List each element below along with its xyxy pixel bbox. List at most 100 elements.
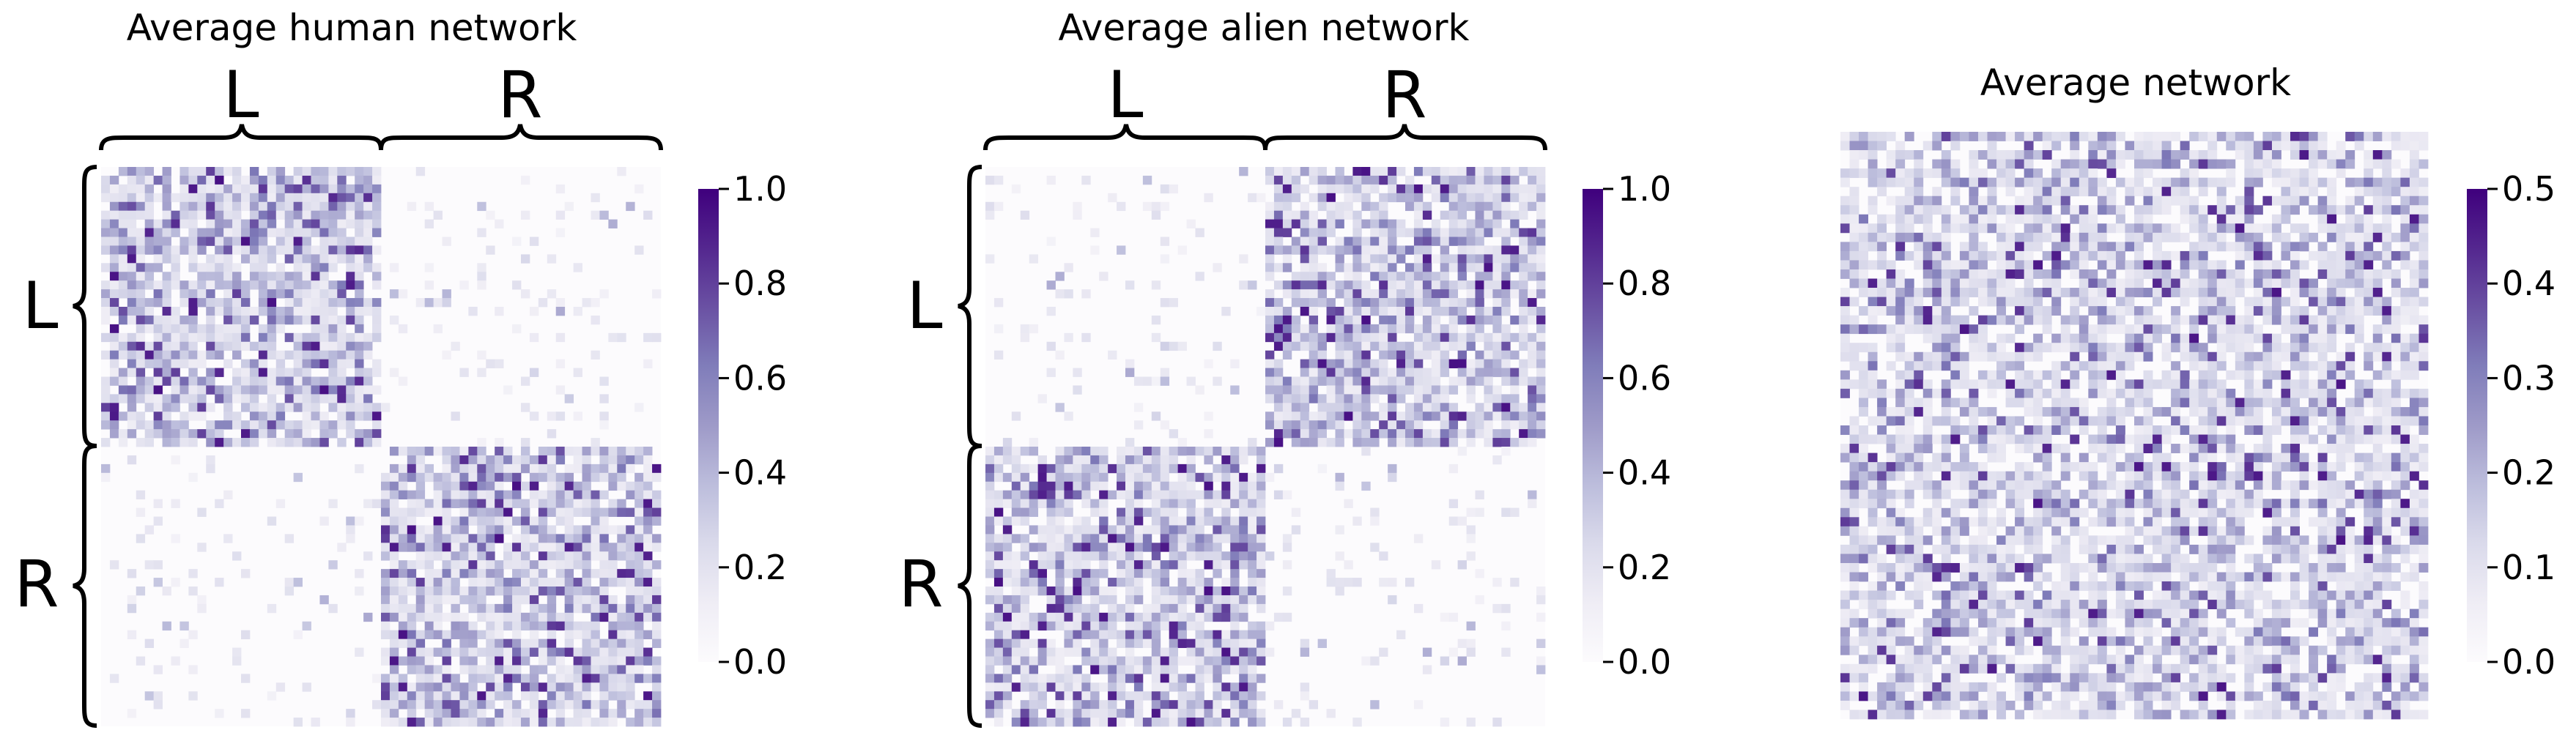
heatmap-cell [2033, 242, 2043, 252]
heatmap-cell [2024, 288, 2034, 297]
heatmap-cell [2253, 250, 2263, 261]
heatmap-cell [503, 656, 513, 666]
heatmap-cell [1528, 298, 1537, 308]
heatmap-cell [1501, 394, 1511, 403]
heatmap-cell [2207, 297, 2218, 307]
heatmap-cell [1204, 638, 1213, 648]
heatmap-cell [1448, 315, 1459, 325]
heatmap-cell [2281, 297, 2291, 307]
heatmap-cell [451, 682, 460, 692]
heatmap-cell [2299, 141, 2309, 151]
heatmap-cell [1230, 603, 1240, 614]
heatmap-cell [1204, 656, 1213, 666]
heatmap-cell [1011, 534, 1021, 543]
heatmap-cell [1195, 569, 1204, 578]
heatmap-cell [582, 718, 591, 727]
heatmap-cell [136, 263, 146, 272]
heatmap-cell [564, 447, 574, 456]
heatmap-cell [2134, 223, 2144, 234]
heatmap-cell [1849, 159, 1859, 169]
heatmap-cell [1405, 324, 1415, 334]
heatmap-cell [1265, 201, 1275, 212]
heatmap-cell [993, 587, 1004, 596]
heatmap-cell [1352, 210, 1362, 220]
heatmap-cell [1886, 177, 1896, 187]
heatmap-cell [1282, 376, 1292, 386]
heatmap-cell [1413, 420, 1424, 430]
heatmap-cell [2309, 205, 2319, 215]
heatmap-cell [1204, 630, 1213, 640]
heatmap-cell [319, 420, 329, 430]
heatmap-cell [2382, 269, 2392, 279]
heatmap-cell [153, 341, 163, 351]
heatmap-cell [1501, 621, 1511, 631]
heatmap-cell [2005, 132, 2016, 141]
heatmap-cell [346, 332, 355, 343]
heatmap-cell [1859, 242, 1868, 252]
heatmap-cell [486, 569, 495, 578]
heatmap-cell [232, 280, 242, 290]
heatmap-cell [993, 709, 1004, 718]
heatmap-cell [1133, 499, 1144, 508]
heatmap-cell [634, 656, 644, 666]
heatmap-cell [1422, 263, 1432, 272]
heatmap-cell [1422, 385, 1432, 395]
heatmap-cell [486, 499, 495, 508]
heatmap-cell [1492, 228, 1502, 237]
heatmap-cell [398, 516, 408, 526]
heatmap-cell [477, 630, 486, 640]
heatmap-cell [1064, 647, 1073, 657]
heatmap-cell [433, 587, 443, 596]
heatmap-cell [2400, 250, 2410, 261]
heatmap-cell [547, 587, 557, 596]
heatmap-cell [407, 656, 417, 666]
heatmap-cell [1996, 288, 2006, 297]
heatmap-cell [1317, 228, 1327, 237]
heatmap-cell [355, 184, 364, 194]
heatmap-cell [538, 534, 548, 543]
heatmap-cell [529, 499, 539, 508]
heatmap-cell [2372, 205, 2383, 215]
heatmap-cell [355, 368, 364, 377]
heatmap-cell [407, 560, 417, 570]
heatmap-cell [1317, 289, 1327, 299]
heatmap-cell [197, 324, 207, 334]
heatmap-cell [643, 516, 653, 526]
heatmap-cell [346, 350, 355, 360]
heatmap-cell [985, 175, 995, 185]
heatmap-cell [2235, 141, 2245, 151]
heatmap-cell [1536, 656, 1546, 666]
heatmap-cell [512, 455, 522, 465]
heatmap-cell [2051, 288, 2062, 297]
heatmap-cell [1195, 516, 1204, 526]
heatmap-cell [582, 534, 591, 543]
heatmap-cell [582, 621, 591, 631]
heatmap-cell [1326, 385, 1336, 395]
heatmap-cell [1475, 420, 1484, 430]
heatmap-cell [486, 647, 495, 657]
heatmap-cell [1046, 499, 1056, 508]
heatmap-cell [1457, 201, 1467, 212]
heatmap-cell [1256, 193, 1266, 203]
heatmap-cell [311, 324, 320, 334]
heatmap-cell [2262, 260, 2273, 270]
heatmap-cell [495, 674, 504, 683]
heatmap-cell [1317, 167, 1327, 176]
heatmap-cell [284, 237, 295, 246]
heatmap-cell [582, 507, 591, 517]
heatmap-cell [179, 289, 189, 299]
heatmap-cell [2189, 250, 2199, 261]
heatmap-cell [127, 359, 137, 368]
heatmap-cell [188, 298, 198, 308]
heatmap-cell [1977, 250, 1988, 261]
heatmap-cell [1536, 272, 1546, 281]
heatmap-cell [127, 332, 137, 343]
heatmap-cell [529, 307, 539, 316]
heatmap-cell [1099, 587, 1109, 596]
heatmap-cell [1379, 376, 1388, 386]
heatmap-cell [1492, 254, 1502, 264]
heatmap-cell [486, 603, 495, 614]
heatmap-cell [1440, 403, 1450, 412]
heatmap-cell [1959, 297, 1969, 307]
heatmap-cell [2198, 132, 2208, 141]
